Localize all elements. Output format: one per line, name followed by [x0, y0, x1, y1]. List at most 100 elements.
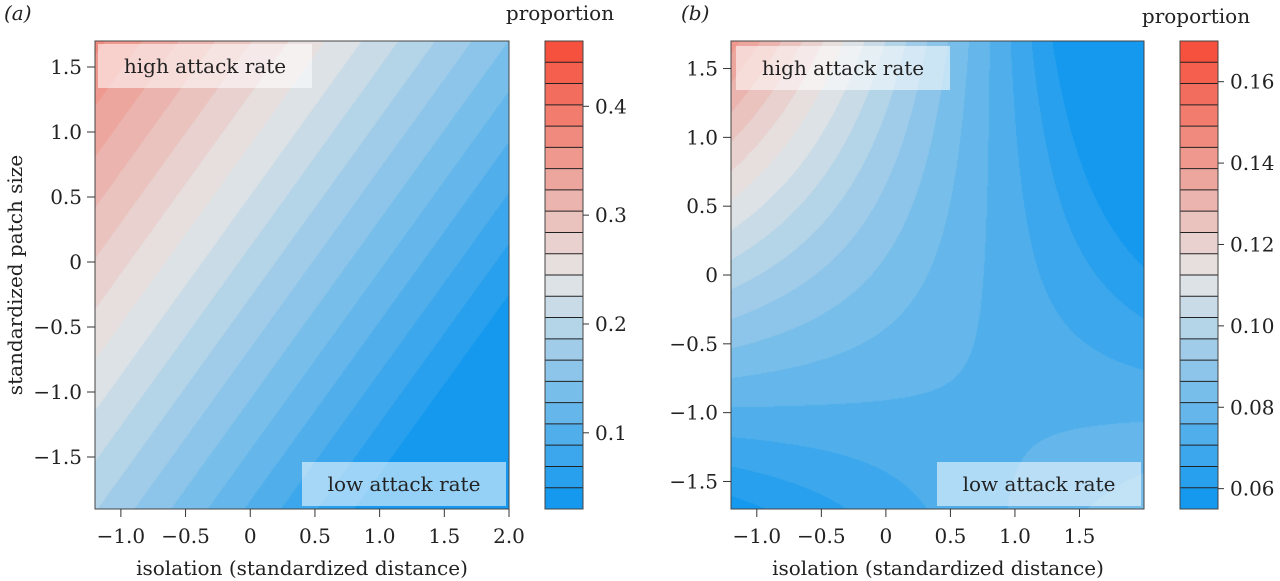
legend-band: [1180, 254, 1218, 276]
legend-tick-label: 0.10: [1230, 314, 1275, 338]
y-tick-label: 0.5: [686, 194, 718, 218]
legend-band: [545, 360, 583, 382]
panel-label: (a): [4, 1, 32, 25]
legend-tick-label: 0.3: [595, 203, 627, 227]
panel-a: high attack rate low attack rate −1.0 −0.5 0…: [3, 1, 627, 580]
legend-tick-label: 0.2: [595, 312, 627, 336]
high-attack-annotation: high attack rate: [98, 44, 312, 88]
legend-band: [545, 318, 583, 340]
x-tick-label: 0.5: [935, 524, 967, 548]
legend-band: [545, 62, 583, 84]
legend-band: [1180, 62, 1218, 84]
legend-tick-label: 0.1: [595, 421, 627, 445]
x-tick-label: 1.5: [1064, 524, 1096, 548]
y-tick-label: −1.0: [669, 401, 718, 425]
annotation-text: low attack rate: [963, 472, 1116, 496]
y-axis-title: standardized patch size: [3, 155, 27, 395]
y-tick-label: 0.5: [50, 185, 82, 209]
y-tick-label: −1.5: [33, 445, 82, 469]
legend-band: [1180, 147, 1218, 169]
x-tick-label: 1.0: [364, 524, 396, 548]
y-tick-label: 1.0: [50, 120, 82, 144]
x-tick-label: 1.5: [428, 524, 460, 548]
contour-surface: [731, 41, 1144, 509]
high-attack-annotation: high attack rate: [736, 46, 950, 90]
legend-band: [1180, 41, 1218, 63]
color-legend: 0.06 0.08 0.10 0.12 0.14 0.16 proportion: [1142, 4, 1275, 509]
legend-band: [545, 424, 583, 446]
x-tick-label: −0.5: [797, 524, 846, 548]
legend-tick-label: 0.16: [1230, 70, 1275, 94]
legend-band: [1180, 488, 1218, 510]
legend-band: [1180, 445, 1218, 467]
legend-title: proportion: [506, 1, 614, 25]
x-tick-label: 2.0: [493, 524, 525, 548]
legend-band: [545, 403, 583, 425]
y-tick-label: −0.5: [33, 315, 82, 339]
legend-band: [545, 41, 583, 63]
y-tick-label: 1.5: [50, 55, 82, 79]
legend-band: [545, 381, 583, 403]
legend-band: [1180, 126, 1218, 148]
legend-band: [1180, 381, 1218, 403]
legend-band: [545, 466, 583, 488]
color-legend: 0.1 0.2 0.3 0.4 proportion: [506, 1, 627, 509]
annotation-text: high attack rate: [762, 56, 924, 80]
legend-tick-label: 0.06: [1230, 477, 1275, 501]
x-tick-label: 0: [880, 524, 893, 548]
x-axis-title: isolation (standardized distance): [772, 556, 1104, 580]
panel-b: high attack rate low attack rate −1.0 −0.5 0…: [669, 1, 1274, 580]
annotation-text: low attack rate: [328, 472, 481, 496]
legend-band: [545, 232, 583, 254]
legend-band: [545, 275, 583, 297]
legend-band: [545, 339, 583, 361]
y-tick-label: 1.0: [686, 125, 718, 149]
legend-band: [545, 169, 583, 191]
legend-band: [1180, 232, 1218, 254]
legend-band: [545, 105, 583, 127]
low-attack-annotation: low attack rate: [937, 462, 1141, 506]
x-tick-label: 0: [244, 524, 257, 548]
legend-band: [545, 445, 583, 467]
legend-band: [545, 84, 583, 106]
y-tick-label: −0.5: [669, 332, 718, 356]
legend-band: [545, 254, 583, 276]
x-tick-label: −1.0: [97, 524, 146, 548]
legend-band: [545, 488, 583, 510]
low-attack-annotation: low attack rate: [302, 462, 506, 506]
legend-tick-label: 0.14: [1230, 151, 1275, 175]
y-tick-label: 0: [705, 263, 718, 287]
legend-band: [1180, 466, 1218, 488]
legend-band: [1180, 403, 1218, 425]
legend-band: [1180, 169, 1218, 191]
legend-band: [1180, 424, 1218, 446]
legend-tick-label: 0.4: [595, 94, 627, 118]
x-tick-label: 1.0: [999, 524, 1031, 548]
legend-band: [1180, 360, 1218, 382]
legend-band: [545, 126, 583, 148]
legend-band: [1180, 105, 1218, 127]
x-tick-label: −1.0: [733, 524, 782, 548]
y-tick-label: 0: [69, 250, 82, 274]
figure: high attack rate low attack rate −1.0 −0.5 0…: [0, 0, 1280, 581]
legend-band: [1180, 190, 1218, 212]
y-tick-label: 1.5: [686, 57, 718, 81]
legend-band: [545, 190, 583, 212]
legend-tick-label: 0.12: [1230, 232, 1275, 256]
legend-band: [1180, 318, 1218, 340]
y-tick-label: −1.0: [33, 380, 82, 404]
legend-band: [1180, 339, 1218, 361]
legend-band: [1180, 211, 1218, 233]
x-tick-label: 0.5: [299, 524, 331, 548]
panel-label: (b): [681, 1, 709, 25]
y-tick-label: −1.5: [669, 469, 718, 493]
x-tick-label: −0.5: [161, 524, 210, 548]
legend-band: [1180, 275, 1218, 297]
legend-tick-label: 0.08: [1230, 395, 1275, 419]
legend-band: [545, 211, 583, 233]
contour-surface: [95, 41, 509, 509]
annotation-text: high attack rate: [124, 54, 286, 78]
legend-band: [545, 296, 583, 318]
legend-band: [1180, 84, 1218, 106]
x-axis-title: isolation (standardized distance): [136, 556, 468, 580]
